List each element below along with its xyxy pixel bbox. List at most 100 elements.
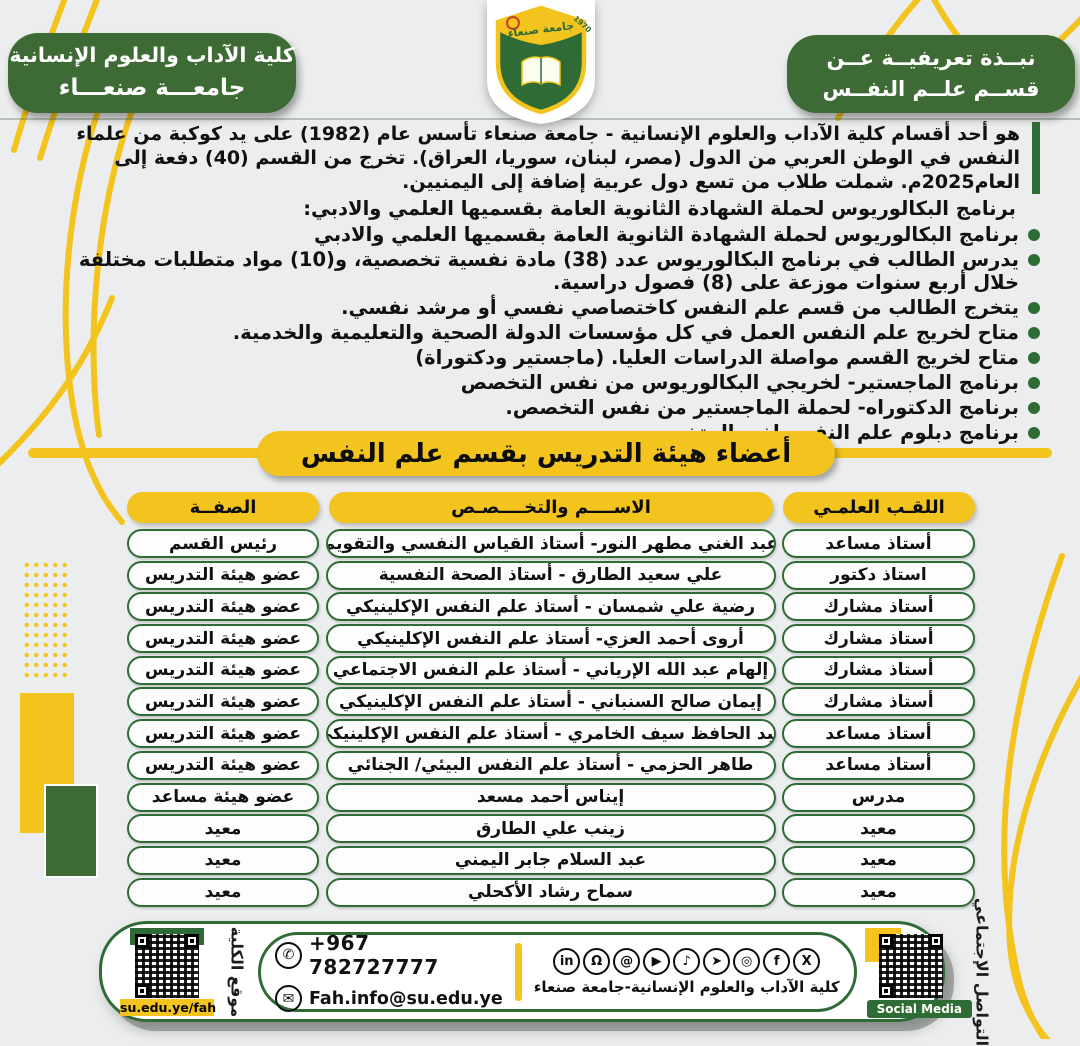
list-item: برنامج البكالوريوس لحملة الشهادة الثانوي… (38, 223, 1040, 246)
page-title-banner: نبــذة تعريفيــة عــن قســم علــم النفــ… (787, 35, 1075, 113)
list-item: برنامج الماجستير- لخريجي البكالوريوس من … (38, 371, 1040, 394)
instagram-icon[interactable]: ◎ (733, 947, 761, 975)
table-row: عضو هيئة التدريس إلهام عبد الله الإرياني … (127, 655, 975, 685)
name-cell: علي سعيد الطارق - أستاذ الصحة النفسية (325, 560, 776, 590)
role-cell: عضو هيئة التدريس (127, 560, 319, 590)
bullet-icon (1028, 302, 1040, 314)
name-cell: عبد الحافظ سيف الخامري - أستاذ علم النفس… (325, 719, 776, 749)
table-row: معيد زينب علي الطارق معيد (127, 814, 975, 844)
rank-cell: مدرس (782, 782, 975, 812)
table-row: عضو هيئة التدريس طاهر الحزمي - أستاذ علم … (127, 750, 975, 780)
phone-number[interactable]: +967 782727777 (309, 931, 439, 979)
bullet-icon (1028, 327, 1040, 339)
faculty-table: رئيس القسم عبد الغني مطهر النور- أستاذ ال… (127, 529, 975, 909)
intro-paragraph: هو أحد أقسام كلية الآداب والعلوم الإنسان… (38, 122, 1040, 194)
role-cell: رئيس القسم (127, 529, 319, 558)
email-address[interactable]: Fah.info@su.edu.ye (309, 988, 503, 1009)
role-cell: عضو هيئة التدريس (127, 592, 319, 622)
role-cell: معيد (127, 845, 319, 875)
threads-icon[interactable]: @ (613, 947, 641, 975)
x-icon[interactable]: X (793, 947, 821, 975)
bullet-text: يدرس الطالب في برنامج البكالوريوس عدد (3… (78, 248, 1019, 294)
tiktok-icon[interactable]: ♪ (673, 947, 701, 975)
bullet-icon (1028, 427, 1040, 439)
yellow-divider (514, 942, 522, 1001)
rank-cell: معيد (782, 877, 975, 907)
bullet-text: متاح لخريج علم النفس العمل في كل مؤسسات … (232, 321, 1019, 344)
rank-cell: معيد (782, 845, 975, 875)
rank-cell: أستاذ مشارك (782, 655, 975, 685)
rank-cell: أستاذ مساعد (782, 529, 975, 558)
rank-cell: أستاذ مشارك (782, 592, 975, 622)
column-header-rank: اللقـب العلمـي (783, 492, 975, 523)
whatsapp-icon: ✆ (275, 941, 302, 969)
social-qr-code[interactable] (878, 933, 943, 998)
snapchat-icon[interactable]: Ω (583, 947, 611, 975)
sun-emblem (506, 16, 520, 30)
page-title-line1: نبــذة تعريفيــة عــن (826, 45, 1036, 70)
role-cell: معيد (127, 877, 319, 907)
bullet-icon (1028, 229, 1040, 241)
website-url[interactable]: su.edu.ye/fah (120, 998, 217, 1016)
website-qr-block[interactable]: su.edu.ye/fah (118, 926, 216, 1018)
bachelor-program-header: برنامج البكالوريوس لحملة الشهادة الثانوي… (303, 197, 1016, 220)
green-rect-decoration (44, 784, 98, 878)
rank-cell: معيد (782, 814, 975, 844)
bullet-text: يتخرج الطالب من قسم علم النفس كاختصاصي ن… (341, 296, 1019, 319)
name-cell: زينب علي الطارق (325, 814, 776, 844)
column-header-role: الصفــة (127, 492, 319, 523)
role-cell: عضو هيئة التدريس (127, 750, 319, 780)
social-caption: كلية الآداب والعلوم الإنسانية-جامعة صنعا… (533, 977, 840, 996)
rank-cell: أستاذ مشارك (782, 687, 975, 717)
social-icons-row: in Ω @ ▶ ♪ ➤ ◎ f X (553, 947, 821, 975)
role-cell: عضو هيئة التدريس (127, 655, 319, 685)
table-row: عضو هيئة التدريس رضية علي شمسان - أستاذ ع… (127, 592, 975, 622)
linkedin-icon[interactable]: in (553, 947, 581, 975)
social-media-badge: Social Media (866, 999, 972, 1018)
column-header-name: الاســــم والتخــــصـص (329, 492, 773, 523)
youtube-icon[interactable]: ▶ (643, 947, 671, 975)
footer-contact-bar: su.edu.ye/fah موقع الكلية ✆ +967 7827277… (99, 897, 991, 1046)
name-cell: عبد السلام جابر اليمني (325, 845, 776, 875)
list-item: متاح لخريج القسم مواصلة الدراسات العليا.… (38, 346, 1040, 369)
bullet-icon (1028, 254, 1040, 266)
bullet-icon (1028, 402, 1040, 414)
rank-cell: استاذ دكتور (782, 560, 975, 590)
name-cell: أروى أحمد العزي- أستاذ علم النفس الإكلين… (325, 624, 776, 654)
table-row: عضو هيئة التدريس إيمان صالح السنباني - أس… (127, 687, 975, 717)
name-cell: سماح رشاد الأكحلي (325, 877, 776, 907)
telegram-icon[interactable]: ➤ (703, 947, 731, 975)
role-cell: عضو هيئة التدريس (127, 624, 319, 654)
rank-cell: أستاذ مشارك (782, 624, 975, 654)
contact-pill: ✆ +967 782727777 ✉ Fah.info@su.edu.ye in… (258, 931, 857, 1012)
website-qr-code[interactable] (135, 933, 199, 998)
bullet-text: متاح لخريج القسم مواصلة الدراسات العليا.… (415, 346, 1019, 369)
role-cell: عضو هيئة التدريس (127, 687, 319, 717)
social-vertical-label: التواصل الإجتماعي (972, 897, 992, 1046)
social-qr-block[interactable]: Social Media (864, 926, 972, 1018)
dot-grid-decoration (22, 560, 68, 680)
facebook-icon[interactable]: f (763, 947, 791, 975)
list-item: متاح لخريج علم النفس العمل في كل مؤسسات … (38, 321, 1040, 344)
email-row[interactable]: ✉ Fah.info@su.edu.ye (275, 985, 503, 1012)
rank-cell: أستاذ مساعد (782, 719, 975, 749)
list-item: يتخرج الطالب من قسم علم النفس كاختصاصي ن… (38, 296, 1040, 319)
table-row: معيد سماح رشاد الأكحلي معيد (127, 877, 975, 907)
email-icon: ✉ (275, 985, 302, 1012)
name-cell: إلهام عبد الله الإرياني - أستاذ علم النف… (325, 655, 776, 685)
rank-cell: أستاذ مساعد (782, 750, 975, 780)
bullet-icon (1028, 352, 1040, 364)
name-cell: طاهر الحزمي - أستاذ علم النفس البيئي/ ال… (325, 750, 776, 780)
bullet-text: برنامج البكالوريوس لحملة الشهادة الثانوي… (314, 223, 1019, 246)
bullet-text: برنامج الماجستير- لخريجي البكالوريوس من … (460, 371, 1019, 394)
name-cell: إيناس أحمد مسعد (325, 782, 776, 812)
table-row: عضو هيئة مساعد إيناس أحمد مسعد مدرس (127, 782, 975, 812)
list-item: برنامج الدكتوراه- لحملة الماجستير من نفس… (38, 396, 1040, 419)
table-row: عضو هيئة التدريس عبد الحافظ سيف الخامري -… (127, 719, 975, 749)
role-cell: عضو هيئة التدريس (127, 719, 319, 749)
phone-row[interactable]: ✆ +967 782727777 (275, 931, 503, 979)
name-cell: رضية علي شمسان - أستاذ علم النفس الإكلين… (325, 592, 776, 622)
department-intro: هو أحد أقسام كلية الآداب والعلوم الإنسان… (38, 122, 1040, 444)
bullet-icon (1028, 377, 1040, 389)
faculty-section-title: أعضاء هيئة التدريس بقسم علم النفس (257, 431, 835, 476)
